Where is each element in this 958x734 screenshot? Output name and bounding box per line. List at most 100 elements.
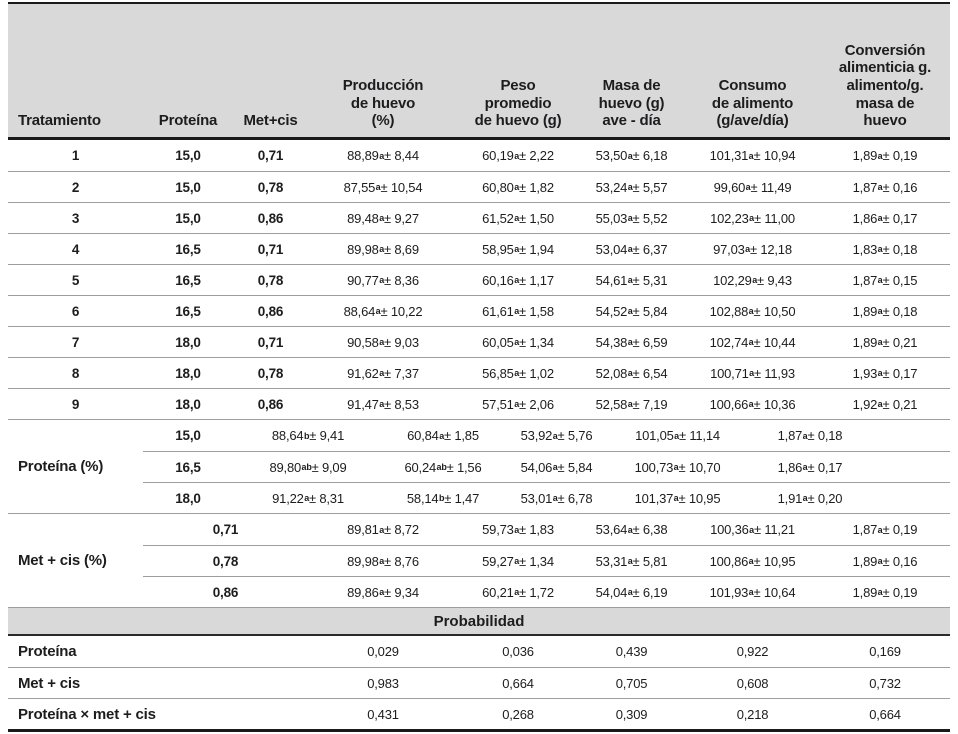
probability-row: Proteína 0,029 0,036 0,439 0,922 0,169 bbox=[8, 636, 950, 667]
stat-value: 53,04 a ± 6,37 bbox=[595, 241, 668, 257]
cell-level: 18,0 bbox=[175, 490, 201, 506]
cell-metcis: 0,78 bbox=[257, 179, 284, 195]
probability-value: 0,608 bbox=[736, 675, 769, 691]
cell-level: 15,0 bbox=[175, 428, 201, 443]
probability-value: 0,268 bbox=[502, 706, 534, 722]
cell-metcis: 0,86 bbox=[257, 303, 284, 319]
cell-metcis: 0,71 bbox=[257, 148, 284, 163]
section-label: Proteína (%) bbox=[18, 458, 104, 475]
stat-value: 60,84 a ± 1,85 bbox=[407, 428, 479, 443]
probability-row-label: Met + cis bbox=[18, 674, 80, 692]
cell-level: 0,86 bbox=[212, 584, 239, 600]
section-row: 0,86 89,86 a ± 9,34 60,21 a ± 1,72 54,04 a ± 6… bbox=[143, 576, 950, 607]
stat-value: 91,47 a ± 8,53 bbox=[347, 396, 419, 412]
treatment-row: 8 18,0 0,78 91,62 a ± 7,37 56,85 a ± 1,02 52,08… bbox=[8, 357, 950, 388]
stat-value: 89,48 a ± 9,27 bbox=[347, 210, 419, 226]
stat-value: 101,31 a ± 10,94 bbox=[709, 148, 796, 163]
section-label: Met + cis (%) bbox=[18, 552, 107, 569]
stat-value: 61,52 a ± 1,50 bbox=[482, 210, 554, 226]
probability-value: 0,309 bbox=[615, 706, 648, 722]
table-header-row: Tratamiento Proteína Met+cis Producción … bbox=[8, 4, 950, 140]
stat-value: 60,21 a ± 1,72 bbox=[482, 584, 554, 600]
cell-tratamiento: 3 bbox=[71, 210, 80, 226]
probability-value: 0,705 bbox=[615, 675, 648, 691]
treatment-rows: 1 15,0 0,71 88,89 a ± 8,44 60,19 a ± 2,22 53,50… bbox=[8, 140, 950, 419]
col-header-proteina: Proteína bbox=[158, 112, 218, 130]
stat-value: 1,87 a ± 0,15 bbox=[852, 272, 918, 288]
probability-band-title: Probabilidad bbox=[433, 612, 525, 630]
stat-value: 90,77 a ± 8,36 bbox=[347, 272, 419, 288]
probability-rows: Proteína 0,029 0,036 0,439 0,922 0,169 Met + c… bbox=[8, 636, 950, 729]
cell-proteina: 15,0 bbox=[175, 179, 201, 195]
cell-tratamiento: 8 bbox=[71, 365, 80, 381]
probability-row: Met + cis 0,983 0,664 0,705 0,608 0,732 bbox=[8, 667, 950, 698]
stat-value: 100,71 a ± 11,93 bbox=[710, 365, 795, 381]
stat-value: 61,61 a ± 1,58 bbox=[482, 303, 554, 319]
probability-row: Proteína × met + cis 0,431 0,268 0,309 0,218… bbox=[8, 698, 950, 729]
stat-value: 53,64 a ± 6,38 bbox=[595, 522, 668, 537]
stat-value: 55,03 a ± 5,52 bbox=[595, 210, 668, 226]
treatment-row: 1 15,0 0,71 88,89 a ± 8,44 60,19 a ± 2,22 53,50… bbox=[8, 140, 950, 171]
cell-proteina: 15,0 bbox=[175, 210, 201, 226]
stat-value: 89,86 a ± 9,34 bbox=[347, 584, 419, 600]
stat-value: 53,31 a ± 5,81 bbox=[595, 553, 668, 569]
results-table: Tratamiento Proteína Met+cis Producción … bbox=[8, 2, 950, 732]
stat-value: 88,64 b ± 9,41 bbox=[271, 428, 345, 443]
cell-tratamiento: 6 bbox=[71, 303, 80, 319]
cell-tratamiento: 4 bbox=[71, 241, 80, 257]
treatment-row: 6 16,5 0,86 88,64 a ± 10,22 61,61 a ± 1,58 54,5… bbox=[8, 295, 950, 326]
stat-value: 102,88 a ± 10,50 bbox=[709, 303, 796, 319]
section-row: 0,71 89,81 a ± 8,72 59,73 a ± 1,83 53,64 a ± 6… bbox=[143, 514, 950, 545]
cell-proteina: 15,0 bbox=[175, 148, 201, 163]
stat-value: 97,03 a ± 12,18 bbox=[713, 241, 792, 257]
probability-value: 0,732 bbox=[869, 675, 901, 691]
probability-value: 0,664 bbox=[869, 706, 901, 722]
cell-metcis: 0,71 bbox=[257, 241, 284, 257]
stat-value: 100,36 a ± 11,21 bbox=[710, 522, 795, 537]
treatment-row: 2 15,0 0,78 87,55 a ± 10,54 60,80 a ± 1,82 53,2… bbox=[8, 171, 950, 202]
stat-value: 1,87 a ± 0,18 bbox=[777, 428, 843, 443]
cell-level: 0,71 bbox=[212, 522, 239, 537]
stat-value: 54,52 a ± 5,84 bbox=[595, 303, 668, 319]
cell-tratamiento: 2 bbox=[71, 179, 80, 195]
stat-value: 89,81 a ± 8,72 bbox=[347, 522, 419, 537]
col-header-peso-promedio: Peso promedio de huevo (g) bbox=[474, 76, 562, 130]
stat-value: 60,16 a ± 1,17 bbox=[482, 272, 554, 288]
stat-value: 101,05 a ± 11,14 bbox=[635, 428, 720, 443]
probability-value: 0,218 bbox=[736, 706, 769, 722]
stat-value: 102,23 a ± 11,00 bbox=[710, 210, 795, 226]
stat-value: 88,64 a ± 10,22 bbox=[343, 303, 423, 319]
stat-value: 91,62 a ± 7,37 bbox=[347, 365, 419, 381]
probability-value: 0,029 bbox=[367, 644, 399, 659]
cell-proteina: 16,5 bbox=[175, 272, 201, 288]
cell-tratamiento: 1 bbox=[71, 148, 80, 163]
probability-row-label: Proteína bbox=[18, 643, 77, 660]
stat-value: 53,50 a ± 6,18 bbox=[595, 148, 668, 163]
treatment-row: 4 16,5 0,71 89,98 a ± 8,69 58,95 a ± 1,94 53,04… bbox=[8, 233, 950, 264]
cell-proteina: 18,0 bbox=[175, 365, 201, 381]
treatment-row: 9 18,0 0,86 91,47 a ± 8,53 57,51 a ± 2,06 52,58… bbox=[8, 388, 950, 419]
stat-value: 56,85 a ± 1,02 bbox=[482, 365, 554, 381]
col-header-tratamiento: Tratamiento bbox=[18, 112, 101, 130]
stat-value: 1,89 a ± 0,18 bbox=[852, 303, 918, 319]
stat-value: 91,22 a ± 8,31 bbox=[272, 490, 344, 506]
treatment-row: 5 16,5 0,78 90,77 a ± 8,36 60,16 a ± 1,17 54,61… bbox=[8, 264, 950, 295]
col-header-metcis: Met+cis bbox=[243, 112, 298, 130]
col-header-produccion-huevo: Producción de huevo (%) bbox=[342, 76, 424, 130]
treatment-row: 3 15,0 0,86 89,48 a ± 9,27 61,52 a ± 1,50 55,03… bbox=[8, 202, 950, 233]
stat-value: 59,73 a ± 1,83 bbox=[482, 522, 554, 537]
stat-value: 1,89 a ± 0,19 bbox=[852, 584, 918, 600]
cell-level: 0,78 bbox=[212, 553, 239, 569]
probability-value: 0,431 bbox=[367, 706, 399, 722]
stat-value: 1,91 a ± 0,20 bbox=[777, 490, 843, 506]
stat-value: 58,95 a ± 1,94 bbox=[482, 241, 554, 257]
stat-value: 1,92 a ± 0,21 bbox=[852, 396, 918, 412]
stat-value: 1,87 a ± 0,16 bbox=[852, 179, 918, 195]
stat-value: 54,38 a ± 6,59 bbox=[595, 334, 668, 350]
cell-metcis: 0,86 bbox=[257, 396, 284, 412]
stat-value: 54,06 a ± 5,84 bbox=[520, 459, 593, 475]
stat-value: 99,60 a ± 11,49 bbox=[713, 179, 792, 195]
stat-value: 89,98 a ± 8,69 bbox=[347, 241, 419, 257]
stat-value: 54,61 a ± 5,31 bbox=[595, 272, 668, 288]
stat-value: 89,98 a ± 8,76 bbox=[347, 553, 419, 569]
